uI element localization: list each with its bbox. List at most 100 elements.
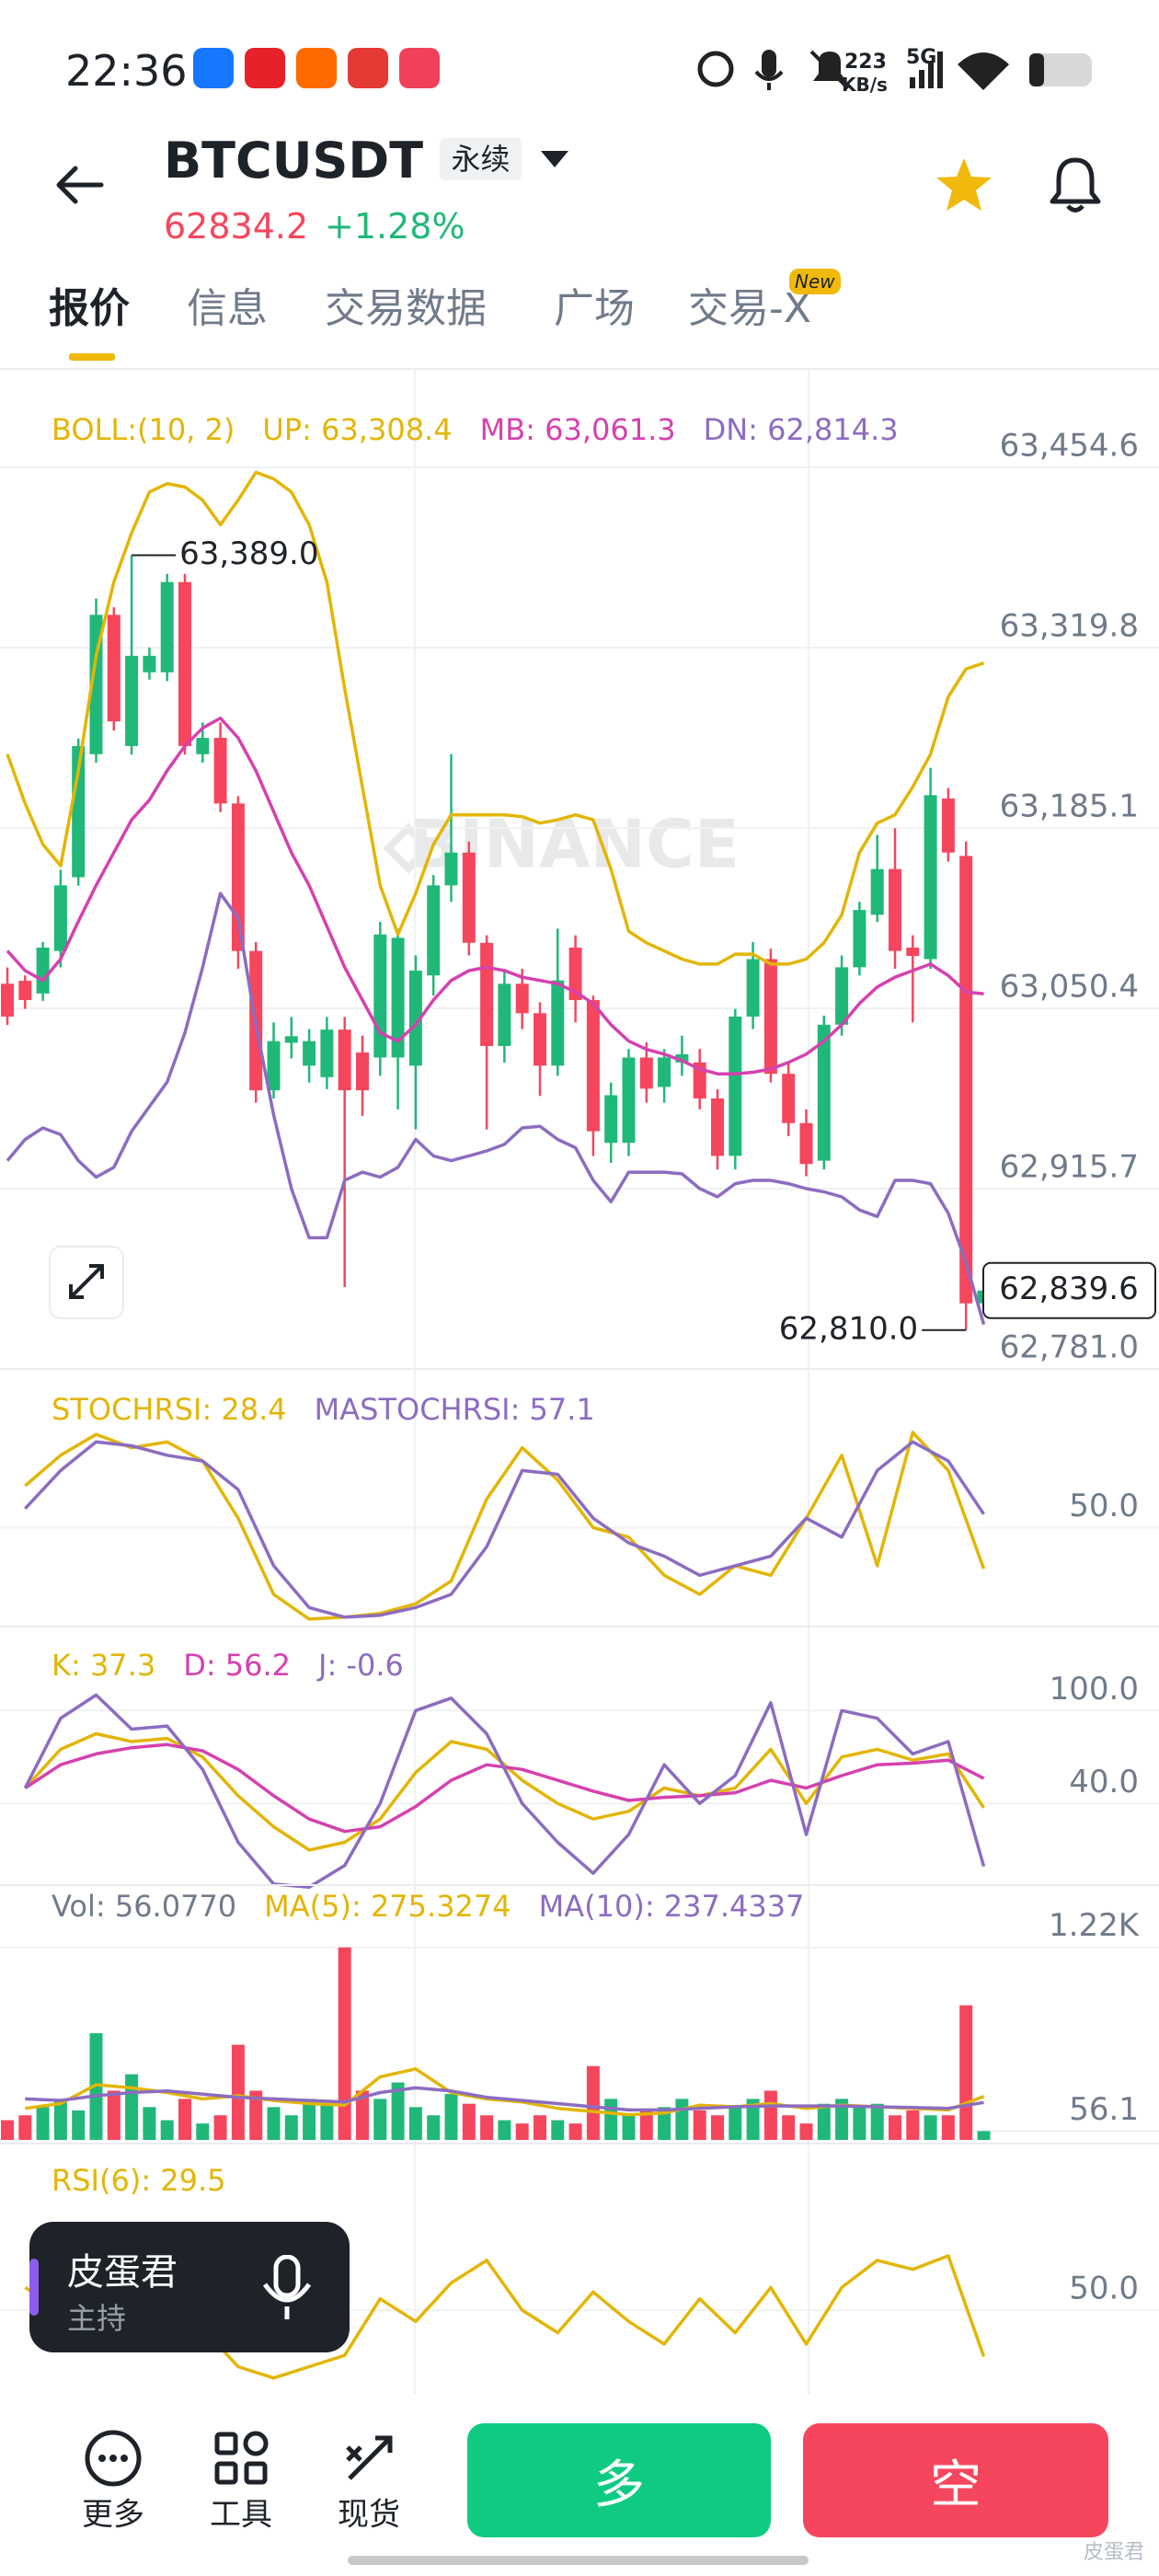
candle-body <box>408 971 422 1066</box>
candle-body <box>267 1041 281 1091</box>
candle-body <box>36 948 50 994</box>
tab[interactable]: 交易数据 <box>325 285 487 332</box>
host-name: 皮蛋君 <box>67 2251 178 2294</box>
indicator-line <box>24 1731 985 1852</box>
volume-bar <box>604 2099 618 2140</box>
volume-bar <box>196 2123 210 2140</box>
y-tick-label: 56.1 <box>1069 2091 1139 2128</box>
watermark: BINANCE <box>408 806 740 883</box>
candle-body <box>303 1041 316 1066</box>
candle-body <box>515 983 529 1014</box>
volume-bar <box>178 2099 191 2140</box>
volume-bar <box>356 2090 369 2140</box>
volume-bar <box>320 2103 334 2140</box>
y-tick-label: 63,050.4 <box>1000 969 1139 1006</box>
volume-bar <box>284 2115 298 2140</box>
panel: 1.22K 56.1 <box>0 1907 1159 2140</box>
symbol[interactable]: BTCUSDT <box>164 132 424 190</box>
legend-entry: DN: 62,814.3 <box>703 412 899 447</box>
tab[interactable]: 广场 <box>554 285 635 332</box>
credit: 皮蛋君 <box>1084 2541 1145 2564</box>
candle-body <box>444 852 458 886</box>
volume-bar <box>303 2099 316 2140</box>
volume-bar <box>1 2120 14 2140</box>
tab[interactable]: 报价 <box>49 285 130 332</box>
candle-body <box>196 738 210 754</box>
legend-entry: K: 37.3 <box>52 1648 156 1683</box>
nav-item[interactable]: 工具 <box>210 2496 272 2534</box>
y-tick-label: 62,915.7 <box>1000 1149 1139 1186</box>
candle-body <box>480 942 494 1046</box>
net-speed: 223 <box>844 51 887 74</box>
candle-body <box>746 959 760 1017</box>
last-price: 62834.2 <box>164 206 309 247</box>
candle-body <box>89 615 103 754</box>
candle-body <box>639 1057 653 1089</box>
volume-bar <box>924 2115 937 2140</box>
status-app-icons <box>193 48 440 88</box>
watermark-logo <box>383 822 434 874</box>
y-tick-label: 40.0 <box>1069 1764 1139 1800</box>
volume-bar <box>338 1947 351 2140</box>
volume-bar <box>231 2044 245 2140</box>
volume-bar <box>711 2115 724 2140</box>
host-widget[interactable]: 皮蛋君 主持 <box>29 2222 350 2352</box>
nav-item[interactable]: 更多 <box>82 2496 144 2534</box>
indicator-line <box>24 1431 986 1621</box>
volume-bar <box>675 2099 689 2140</box>
panel: 100.0 40.0 <box>0 1671 1159 1890</box>
divider <box>0 368 1159 370</box>
indicator-line <box>25 2086 984 2112</box>
volume-bar <box>498 2120 511 2140</box>
volume-bar <box>213 2115 227 2140</box>
alert-bell[interactable] <box>1047 155 1104 215</box>
tab[interactable]: 交易-X <box>688 285 812 332</box>
candle-body <box>125 655 139 746</box>
volume-bar <box>267 2107 281 2140</box>
volume-bar <box>622 2115 636 2140</box>
candle-body <box>870 868 884 915</box>
candle-body <box>284 1036 298 1043</box>
candle-body <box>835 967 849 1025</box>
candle-body <box>924 795 937 960</box>
candle-body <box>906 948 920 957</box>
volume-bar <box>817 2103 831 2140</box>
volume-bar <box>586 2065 600 2140</box>
back-button[interactable] <box>53 162 109 208</box>
candle-body <box>959 856 973 1304</box>
favorite-star[interactable] <box>935 156 993 213</box>
tab[interactable]: 信息 <box>187 285 268 332</box>
panel: 50.0 <box>0 1431 1159 1621</box>
symbol-dropdown[interactable] <box>539 149 570 169</box>
candle-body <box>72 745 86 878</box>
volume-bar <box>18 2115 32 2140</box>
legend: STOCHRSI: 28.4 MASTOCHRSI: 57.1 <box>52 1392 595 1427</box>
legend-title: BOLL:(10, 2) <box>52 412 235 447</box>
legend-entry: D: 56.2 <box>183 1648 292 1683</box>
candle-body <box>941 798 955 853</box>
volume-bar <box>160 2120 174 2140</box>
volume-bar <box>107 2090 120 2140</box>
legend-entry: MB: 63,061.3 <box>479 412 676 447</box>
legend-entry: RSI(6): 29.5 <box>52 2163 226 2198</box>
volume-bar <box>977 2131 991 2140</box>
price-change: +1.28% <box>325 206 465 247</box>
nav-item[interactable]: 现货 <box>338 2496 400 2534</box>
candle-body <box>143 655 156 673</box>
legend-entry: STOCHRSI: 28.4 <box>52 1392 287 1427</box>
volume-bar <box>391 2082 405 2140</box>
volume-bar <box>799 2123 813 2140</box>
volume-bar <box>639 2110 653 2140</box>
volume-bar <box>782 2115 796 2140</box>
volume-bar <box>427 2115 441 2140</box>
fullscreen-button[interactable] <box>49 1246 124 1319</box>
last-price-box <box>982 1261 1156 1319</box>
volume-bar <box>889 2115 901 2140</box>
long-button[interactable]: 多 <box>467 2423 771 2537</box>
candle-body <box>356 1052 369 1091</box>
volume-bar <box>143 2107 156 2140</box>
indicator-line <box>24 1440 985 1619</box>
candle-body <box>622 1057 636 1144</box>
short-button[interactable]: 空 <box>803 2423 1108 2537</box>
